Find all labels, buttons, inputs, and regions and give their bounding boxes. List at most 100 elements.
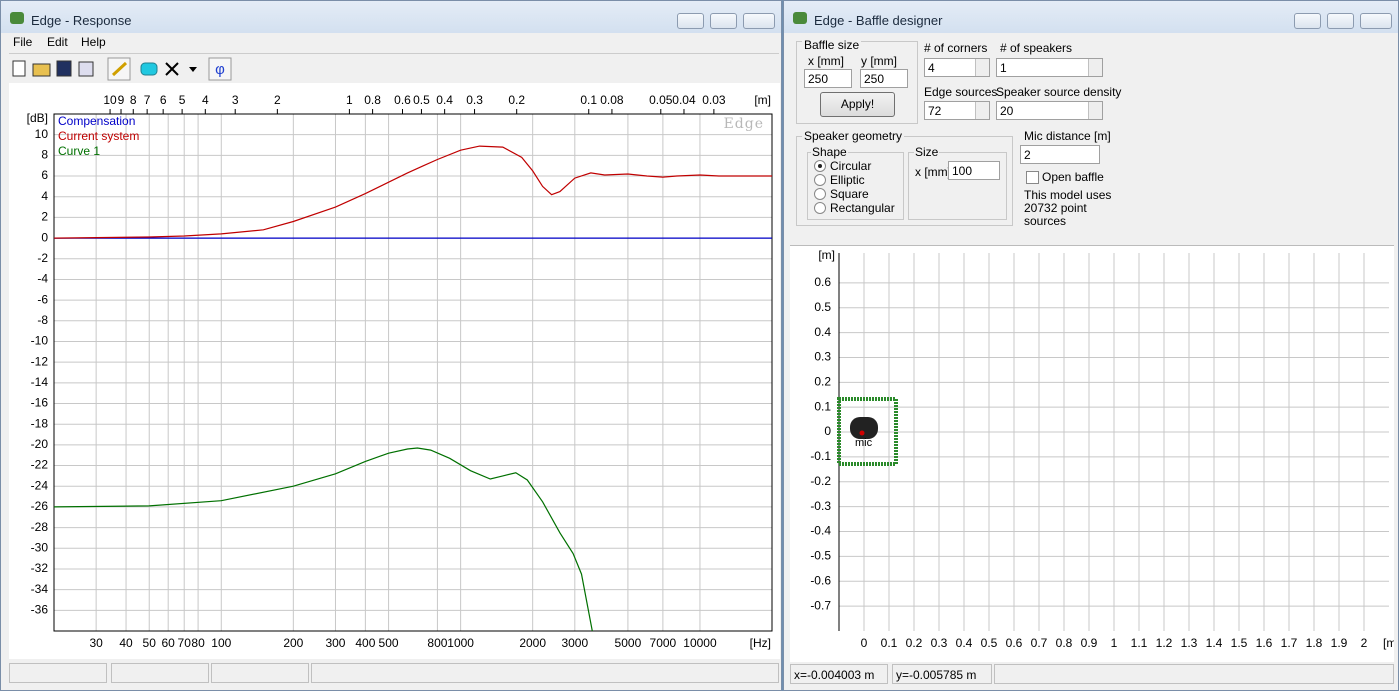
close-button[interactable] bbox=[743, 13, 775, 29]
delete-icon[interactable] bbox=[165, 62, 179, 76]
radio-label[interactable]: Circular bbox=[830, 159, 872, 173]
x-tick-label: 1.2 bbox=[1156, 636, 1173, 650]
x-tick-label: 1 bbox=[1111, 636, 1118, 650]
info-text: This model uses 20732 point sources bbox=[1024, 188, 1112, 228]
apply-button[interactable]: Apply! bbox=[820, 92, 895, 117]
x-tick-label: 0.7 bbox=[1031, 636, 1048, 650]
x-tick-label: 1.8 bbox=[1306, 636, 1323, 650]
radio-label[interactable]: Rectangular bbox=[830, 201, 895, 215]
maximize-button[interactable] bbox=[1327, 13, 1354, 29]
series-line bbox=[54, 447, 593, 631]
y-tick-label: -30 bbox=[31, 540, 49, 554]
y-tick-label: 0.2 bbox=[814, 374, 831, 388]
radio-label[interactable]: Square bbox=[830, 187, 869, 201]
status-x: x=-0.004003 m bbox=[794, 668, 875, 682]
watermark: Edge bbox=[724, 116, 764, 132]
response-window: Edge - Response File Edit Help φ 10 8 6 4 2 0… bbox=[0, 0, 782, 691]
minimize-button[interactable] bbox=[677, 13, 704, 29]
y-tick-label: -0.7 bbox=[810, 598, 831, 612]
phase-button[interactable] bbox=[208, 57, 232, 81]
radio-button[interactable] bbox=[814, 174, 826, 186]
y-tick-label: -12 bbox=[31, 354, 49, 368]
text-input[interactable]: 2 bbox=[1020, 145, 1100, 164]
x2-tick-label: 0.05 bbox=[649, 93, 673, 107]
checkbox-label[interactable]: Open baffle bbox=[1042, 170, 1104, 184]
y-tick-label: 2 bbox=[41, 210, 48, 224]
x-axis-label: [Hz] bbox=[750, 636, 771, 650]
speaker bbox=[850, 417, 878, 439]
radio-label[interactable]: Elliptic bbox=[830, 173, 865, 187]
x2-tick-label: 0.5 bbox=[413, 93, 430, 107]
x-tick-label: 2000 bbox=[519, 636, 546, 650]
status-pane bbox=[311, 663, 779, 683]
spin-input[interactable]: 4 bbox=[924, 58, 990, 77]
status-pane bbox=[211, 663, 309, 683]
status-pane: y=-0.005785 m bbox=[892, 664, 992, 684]
text-input[interactable]: 250 bbox=[860, 69, 908, 88]
value: 4 bbox=[928, 61, 935, 75]
status-pane bbox=[994, 664, 1394, 684]
y-tick-label: 0.3 bbox=[814, 350, 831, 364]
new-icon[interactable] bbox=[12, 60, 26, 77]
baffle-chart: 0.6 0.5 0.4 0.3 0.2 0.1 0 -0.1 -0.2 -0.3 -0.4 -0.5 -… bbox=[810, 248, 1394, 650]
group-label: Speaker geometry bbox=[802, 129, 905, 143]
x2-tick-label: 0.3 bbox=[466, 93, 483, 107]
x-tick-label: 1.7 bbox=[1281, 636, 1298, 650]
x-tick-label: 0 bbox=[861, 636, 868, 650]
checkbox[interactable] bbox=[1026, 171, 1039, 184]
close-button[interactable] bbox=[1360, 13, 1392, 29]
y-tick-label: 4 bbox=[41, 189, 48, 203]
app-icon bbox=[10, 12, 24, 24]
y-tick-label: 0 bbox=[41, 230, 48, 244]
text-input[interactable]: 250 bbox=[804, 69, 852, 88]
x2-tick-label: 0.8 bbox=[364, 93, 381, 107]
baffle-window: Edge - Baffle designer Baffle size x [mm… bbox=[783, 0, 1399, 691]
spin-input[interactable]: 20 bbox=[996, 101, 1103, 120]
menu-item[interactable]: Edit bbox=[47, 35, 68, 49]
toolbar: φ bbox=[12, 57, 232, 81]
menu-item[interactable]: File bbox=[13, 35, 33, 49]
spin-input[interactable]: 1 bbox=[996, 58, 1103, 77]
speaker-icon[interactable] bbox=[140, 62, 158, 76]
text-input[interactable]: 100 bbox=[948, 161, 1000, 180]
x-tick-label: 1.9 bbox=[1331, 636, 1348, 650]
x-tick-label: 70 bbox=[178, 636, 192, 650]
copy-icon[interactable] bbox=[78, 61, 94, 77]
spinner[interactable] bbox=[975, 59, 989, 76]
y-tick-label: -0.2 bbox=[810, 474, 831, 488]
minimize-button[interactable] bbox=[1294, 13, 1321, 29]
menu-item[interactable]: Help bbox=[81, 35, 106, 49]
y-tick-label: 0.4 bbox=[814, 325, 831, 339]
status-y: y=-0.005785 m bbox=[896, 668, 977, 682]
maximize-button[interactable] bbox=[710, 13, 737, 29]
x-tick-label: 0.4 bbox=[956, 636, 973, 650]
x2-tick-label: 3 bbox=[232, 93, 239, 107]
radio-button[interactable] bbox=[814, 160, 826, 172]
x2-tick-label: 0.03 bbox=[702, 93, 726, 107]
radio-button[interactable] bbox=[814, 188, 826, 200]
y-tick-label: -2 bbox=[37, 251, 48, 265]
x-tick-label: 0.6 bbox=[1006, 636, 1023, 650]
x2-axis-label: [m] bbox=[754, 93, 771, 107]
mic-label: mic bbox=[855, 437, 873, 449]
y-tick-label: -8 bbox=[37, 313, 48, 327]
radio-button[interactable] bbox=[814, 202, 826, 214]
dropdown-icon[interactable] bbox=[189, 67, 197, 72]
open-icon[interactable] bbox=[32, 63, 51, 77]
x-tick-label: 0.9 bbox=[1081, 636, 1098, 650]
x2-tick-label: 4 bbox=[202, 93, 209, 107]
x-tick-label: 50 bbox=[143, 636, 157, 650]
spin-input[interactable]: 72 bbox=[924, 101, 990, 120]
spinner[interactable] bbox=[975, 102, 989, 119]
y-tick-label: -0.1 bbox=[810, 449, 831, 463]
spinner[interactable] bbox=[1088, 59, 1102, 76]
spinner[interactable] bbox=[1088, 102, 1102, 119]
x2-tick-label: 10 bbox=[103, 93, 117, 107]
x2-tick-label: 0.1 bbox=[580, 93, 597, 107]
save-icon[interactable] bbox=[56, 60, 72, 77]
x2-tick-label: 8 bbox=[130, 93, 137, 107]
status-pane: x=-0.004003 m bbox=[790, 664, 888, 684]
value: 1 bbox=[1000, 61, 1007, 75]
x2-tick-label: 6 bbox=[160, 93, 167, 107]
x-tick-label: 1.5 bbox=[1231, 636, 1248, 650]
